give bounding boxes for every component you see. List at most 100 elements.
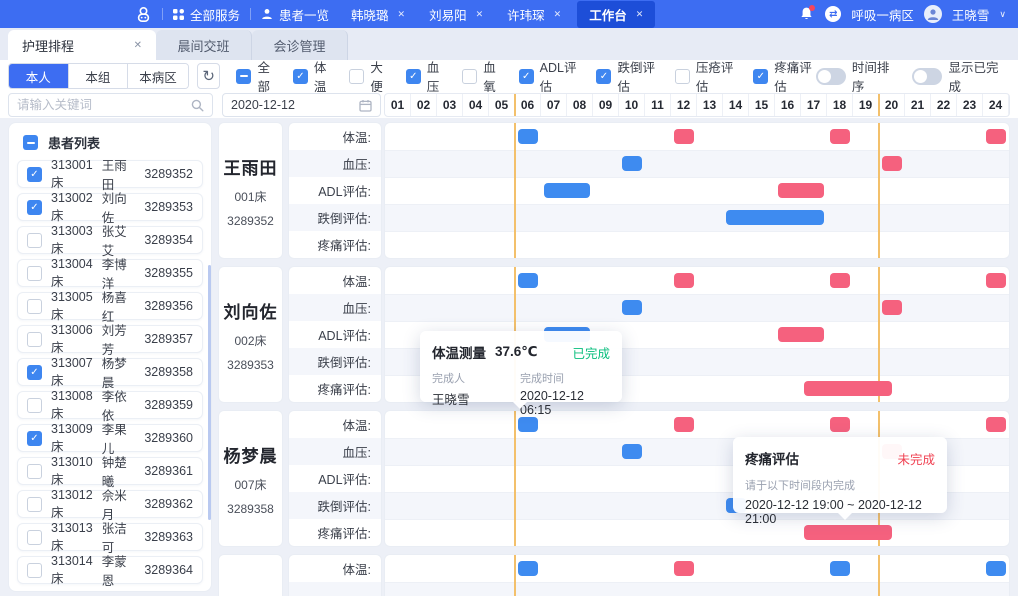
patient-card[interactable] — [218, 554, 283, 596]
checkbox-indeterminate[interactable] — [236, 68, 252, 84]
ward-switch-icon[interactable]: ⇄ — [825, 6, 842, 22]
scope-button[interactable]: 本组 — [68, 64, 129, 88]
scope-button[interactable]: 本人 — [9, 64, 69, 88]
task-bar-blue[interactable] — [726, 210, 824, 225]
checkbox-checked[interactable]: ✓ — [27, 166, 42, 182]
filter-checkbox[interactable]: ✓ 血压 — [405, 57, 446, 95]
filter-checkbox[interactable]: ✓ 跌倒评估 — [596, 57, 658, 95]
patient-card[interactable]: 杨梦晨 007床 3289358 — [218, 410, 283, 547]
task-bar-blue[interactable] — [544, 183, 590, 198]
refresh-button[interactable]: ↻ — [196, 63, 221, 89]
task-bar-pink[interactable] — [830, 273, 850, 288]
bell-icon[interactable] — [799, 5, 816, 22]
task-bar-pink[interactable] — [674, 561, 694, 576]
patient-card[interactable]: 刘向佐 002床 3289353 — [218, 266, 283, 403]
patient-list-item[interactable]: 313010床 钟楚曦 3289361 — [17, 455, 203, 489]
page-tab[interactable]: 会诊管理 — [252, 30, 348, 60]
task-bar-blue[interactable] — [622, 300, 642, 315]
select-all-checkbox[interactable] — [23, 135, 38, 150]
toggle-switch[interactable] — [815, 67, 846, 85]
app-logo-icon[interactable] — [135, 6, 152, 23]
task-bar-pink[interactable] — [830, 129, 850, 144]
task-bar-blue[interactable] — [518, 417, 538, 432]
checkbox-unchecked[interactable] — [27, 529, 42, 545]
toggle-item[interactable]: 时间排序 — [815, 57, 897, 95]
ward-name[interactable]: 呼吸一病区 — [851, 8, 914, 23]
nav-patient-overview[interactable]: 患者一览 — [261, 5, 329, 24]
checkbox-checked[interactable]: ✓ — [596, 68, 612, 84]
filter-checkbox[interactable]: ✓ ADL评估 — [518, 57, 581, 95]
task-bar-blue[interactable] — [518, 129, 538, 144]
search-input[interactable] — [17, 98, 185, 112]
avatar[interactable] — [923, 5, 942, 23]
task-bar-blue[interactable] — [518, 561, 538, 576]
patient-list-item[interactable]: 313005床 杨喜红 3289356 — [17, 290, 203, 324]
checkbox-checked[interactable]: ✓ — [518, 68, 534, 84]
task-bar-pink[interactable] — [778, 183, 824, 198]
topbar-tab[interactable]: 工作台 ✕ — [577, 0, 656, 28]
task-bar-blue[interactable] — [518, 273, 538, 288]
chevron-down-icon[interactable]: ∨ — [999, 8, 1006, 19]
checkbox-unchecked[interactable] — [674, 68, 690, 84]
task-bar-blue[interactable] — [986, 561, 1006, 576]
scope-button[interactable]: 本病区 — [128, 64, 188, 88]
sidebar-scrollbar-thumb[interactable] — [208, 265, 211, 520]
task-bar-blue[interactable] — [830, 561, 850, 576]
topbar-tab[interactable]: 许玮琛 ✕ — [495, 2, 573, 27]
close-icon[interactable]: ✕ — [397, 8, 406, 19]
patient-list-item[interactable]: 313014床 李蒙恩 3289364 — [17, 554, 203, 588]
search-icon[interactable] — [191, 99, 204, 112]
task-bar-pink[interactable] — [674, 417, 694, 432]
checkbox-unchecked[interactable] — [27, 232, 42, 248]
checkbox-unchecked[interactable] — [27, 397, 42, 413]
filter-checkbox[interactable]: ✓ 疼痛评估 — [753, 57, 815, 95]
checkbox-checked[interactable]: ✓ — [292, 68, 308, 84]
task-bar-pink[interactable] — [803, 381, 892, 396]
close-icon[interactable]: ✕ — [635, 8, 644, 19]
task-bar-pink[interactable] — [830, 417, 850, 432]
patient-list-item[interactable]: ✓ 313007床 杨梦晨 3289358 — [17, 356, 203, 390]
patient-list-item[interactable]: 313006床 刘芳芳 3289357 — [17, 323, 203, 357]
filter-checkbox[interactable]: 大便 — [349, 57, 389, 95]
close-icon[interactable]: ✕ — [475, 8, 484, 19]
patient-list-item[interactable]: ✓ 313001床 王雨田 3289352 — [17, 158, 203, 192]
task-bar-pink[interactable] — [674, 129, 694, 144]
page-tab[interactable]: 护理排程 ✕ — [8, 30, 156, 60]
close-icon[interactable]: ✕ — [553, 8, 562, 19]
patient-list-item[interactable]: 313012床 佘米月 3289362 — [17, 488, 203, 522]
toggle-switch[interactable] — [912, 67, 943, 85]
checkbox-unchecked[interactable] — [462, 68, 478, 84]
checkbox-unchecked[interactable] — [27, 265, 42, 281]
task-bar-pink[interactable] — [986, 273, 1006, 288]
patient-list-item[interactable]: 313004床 李博洋 3289355 — [17, 257, 203, 291]
task-bar-pink[interactable] — [881, 300, 902, 315]
task-bar-pink[interactable] — [674, 273, 694, 288]
filter-checkbox[interactable]: 全部 — [236, 57, 276, 95]
checkbox-checked[interactable]: ✓ — [27, 364, 42, 380]
checkbox-unchecked[interactable] — [27, 562, 42, 578]
task-bar-pink[interactable] — [778, 327, 824, 342]
checkbox-checked[interactable]: ✓ — [405, 68, 421, 84]
task-bar-blue[interactable] — [622, 156, 642, 171]
user-name[interactable]: 王晓雪 — [951, 8, 990, 23]
patient-list-item[interactable]: 313013床 张洁可 3289363 — [17, 521, 203, 555]
checkbox-unchecked[interactable] — [27, 463, 42, 479]
checkbox-unchecked[interactable] — [27, 298, 42, 314]
patient-list-item[interactable]: ✓ 313002床 刘向佐 3289353 — [17, 191, 203, 225]
patient-card[interactable]: 王雨田 001床 3289352 — [218, 122, 283, 259]
date-picker[interactable]: 2020-12-12 — [222, 93, 381, 117]
filter-checkbox[interactable]: 血氧 — [462, 57, 502, 95]
task-bar-pink[interactable] — [986, 129, 1006, 144]
checkbox-unchecked[interactable] — [349, 68, 365, 84]
nav-all-services[interactable]: 全部服务 — [173, 5, 240, 24]
checkbox-checked[interactable]: ✓ — [27, 430, 42, 446]
task-bar-pink[interactable] — [803, 525, 892, 540]
checkbox-checked[interactable]: ✓ — [27, 199, 42, 215]
topbar-tab[interactable]: 刘易阳 ✕ — [417, 2, 495, 27]
checkbox-checked[interactable]: ✓ — [753, 68, 769, 84]
patient-list-item[interactable]: ✓ 313009床 李果儿 3289360 — [17, 422, 203, 456]
patient-list-item[interactable]: 313008床 李依依 3289359 — [17, 389, 203, 423]
close-icon[interactable]: ✕ — [133, 39, 142, 51]
filter-checkbox[interactable]: 压疮评估 — [674, 57, 737, 95]
task-bar-pink[interactable] — [986, 417, 1006, 432]
